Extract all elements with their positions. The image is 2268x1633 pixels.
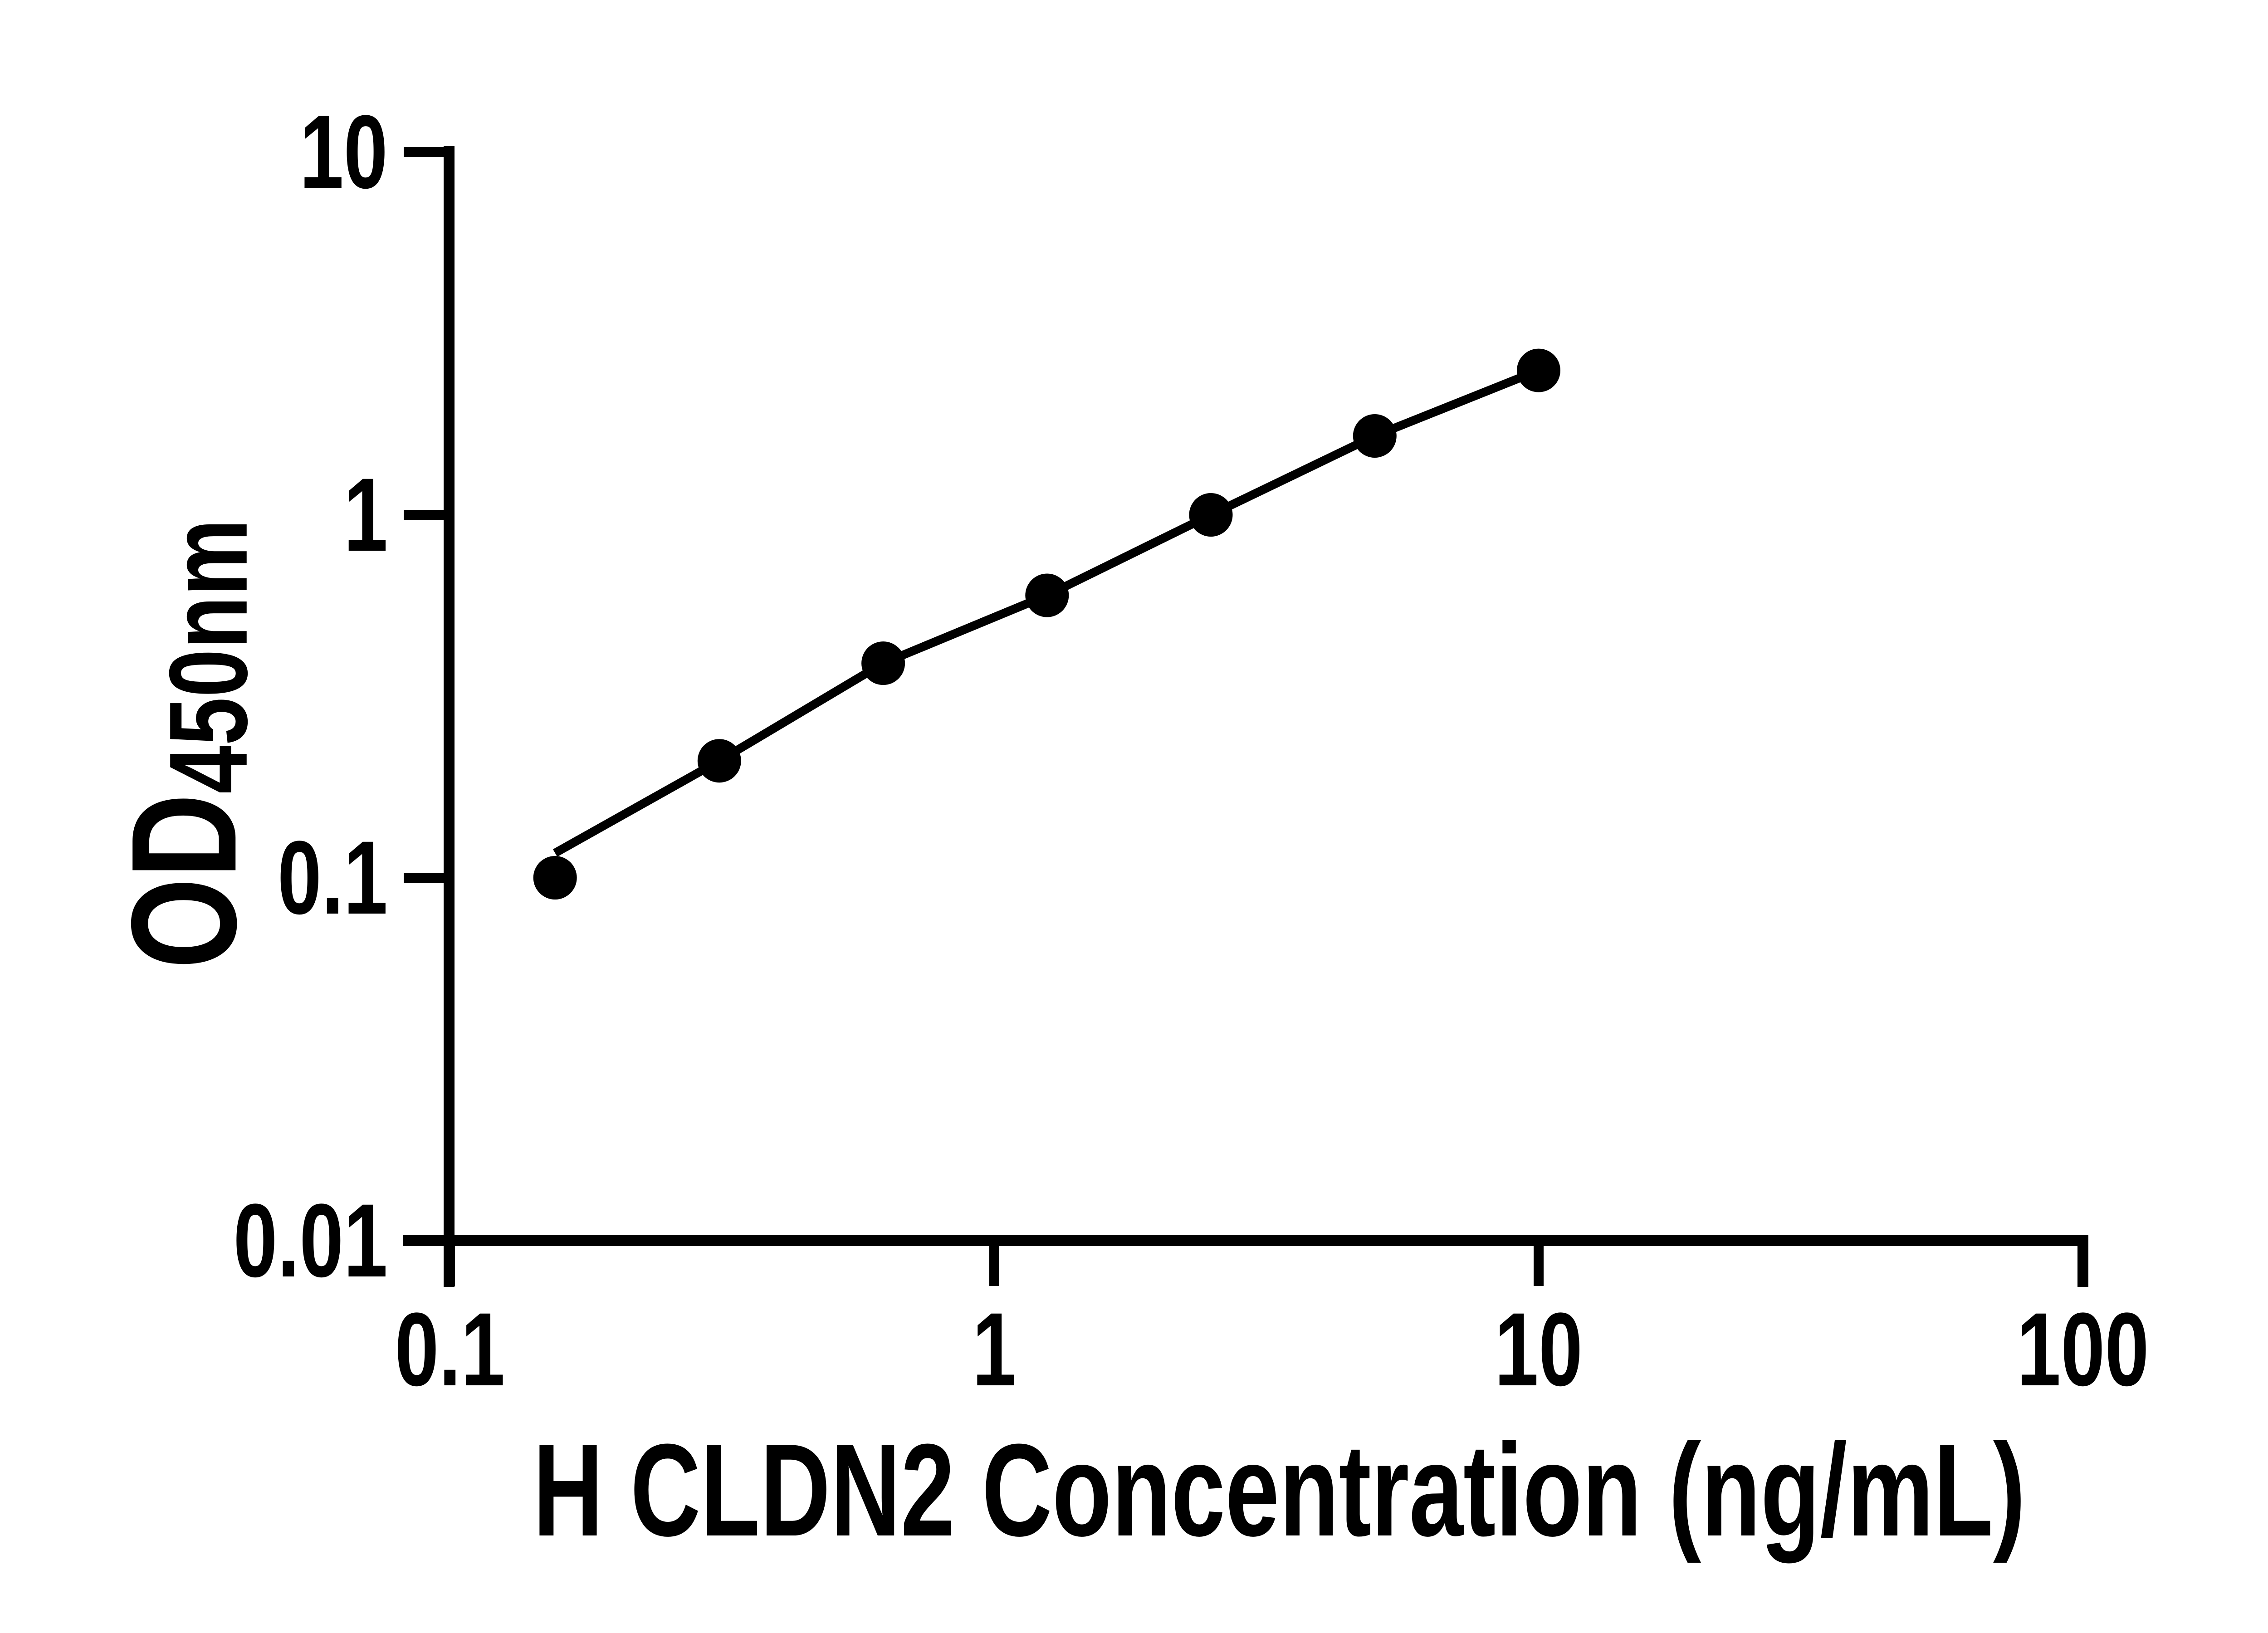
y-tick-label-text: 10 xyxy=(299,93,388,210)
data-point xyxy=(1025,573,1069,617)
x-tick-label: 1 xyxy=(813,1297,1176,1402)
x-tick-label-text: 10 xyxy=(1494,1291,1583,1408)
y-tick-label-text: 0.1 xyxy=(278,819,388,936)
x-tick-label: 10 xyxy=(1357,1297,1720,1402)
data-point xyxy=(1353,414,1397,458)
y-axis-title: OD450nm xyxy=(100,455,272,1032)
data-point xyxy=(1517,348,1560,392)
y-tick-label: 0.1 xyxy=(70,826,388,930)
y-axis-title-subscript: 450nm xyxy=(146,519,270,794)
y-tick-label: 1 xyxy=(70,463,388,567)
y-axis-title-main: OD xyxy=(100,793,268,969)
y-tick-label: 0.01 xyxy=(70,1188,388,1293)
y-tick-label-text: 1 xyxy=(343,456,388,573)
data-point xyxy=(533,856,577,900)
y-tick-label: 10 xyxy=(70,100,388,204)
x-tick-label: 100 xyxy=(1901,1297,2264,1402)
x-axis-line xyxy=(403,1235,2088,1287)
y-axis-title-text: OD450nm xyxy=(100,519,272,969)
x-tick-label-text: 0.1 xyxy=(395,1291,505,1408)
data-point xyxy=(861,641,905,685)
x-tick-label: 0.1 xyxy=(269,1297,631,1402)
x-axis-title-text: H CLDN2 Concentration (ng/mL) xyxy=(533,1417,2026,1564)
x-tick-label-text: 1 xyxy=(972,1291,1017,1408)
data-point xyxy=(1189,493,1233,537)
y-tick-label-text: 0.01 xyxy=(233,1182,388,1299)
data-point xyxy=(697,739,741,783)
x-axis-title: H CLDN2 Concentration (ng/mL) xyxy=(113,1424,2268,1556)
x-tick-label-text: 100 xyxy=(2017,1291,2149,1408)
